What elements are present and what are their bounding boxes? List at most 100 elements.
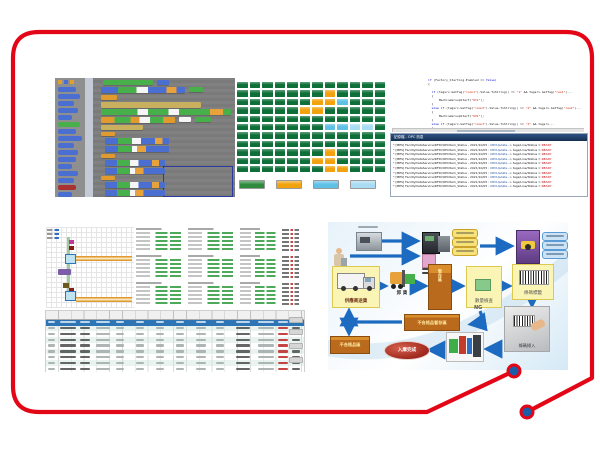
cell-text-smudge (156, 361, 164, 365)
cell-text-smudge (136, 332, 144, 336)
cell-text-smudge (236, 344, 250, 347)
palette-swatch (58, 80, 62, 84)
code-block (105, 182, 165, 188)
code-token: )... (574, 106, 582, 110)
palette-block (58, 115, 72, 120)
status-cell (249, 140, 260, 148)
metric-row (188, 285, 234, 289)
code-token: ).Value.ToString() == (485, 106, 526, 110)
metric-row (188, 297, 234, 301)
cell-text-smudge (196, 367, 206, 370)
cell-text-smudge (48, 361, 55, 365)
staging-rack: 暫存區 (428, 264, 452, 310)
cell-text-smudge (136, 350, 144, 353)
log-token: OPCUpdate (490, 165, 508, 170)
code-block (101, 125, 143, 130)
cell-text-smudge (116, 350, 124, 353)
code-block (105, 168, 165, 174)
metric-row (282, 290, 300, 293)
cell-text-smudge (176, 350, 184, 353)
log-token: [MES] FacilityDataService/RFID/OPCItem_S… (395, 147, 491, 152)
status-cell (249, 123, 260, 131)
status-cell (237, 82, 248, 89)
machine-node-icon (65, 254, 76, 264)
log-line: * [MES] FacilityDataService/RFID/OPCItem… (393, 184, 552, 189)
cell-text-smudge (278, 344, 288, 347)
data-table (45, 310, 305, 372)
status-cell (312, 140, 323, 148)
cell-text-smudge (136, 361, 144, 365)
legend-chip (350, 180, 376, 189)
log-token: READY (541, 147, 552, 152)
screenshot-status-grid (237, 82, 387, 192)
cell-text-smudge (96, 321, 110, 324)
metric-panel (134, 281, 184, 307)
cell-text-smudge (236, 332, 250, 336)
cell-text-smudge (116, 344, 124, 347)
log-token: [MES] FacilityDataService/RFID/OPCItem_S… (395, 175, 491, 180)
cell-text-smudge (136, 338, 144, 341)
cell-text-smudge (116, 367, 124, 370)
code-block (105, 190, 165, 196)
cell-text-smudge (216, 321, 224, 324)
cell-text-smudge (96, 344, 110, 347)
status-cell (287, 90, 298, 97)
metric-row (282, 275, 300, 278)
log-token: [MES] FacilityDataService/RFID/OPCItem_S… (395, 170, 491, 175)
cell-text-smudge (258, 356, 274, 359)
log-token: [MES] FacilityDataService/RFID/OPCItem_S… (395, 161, 491, 166)
status-cell (362, 107, 373, 114)
horizontal-scrollbar (392, 128, 584, 132)
status-cell (324, 90, 335, 97)
metric-row (282, 298, 300, 301)
status-cell (349, 140, 360, 148)
status-cell (287, 157, 298, 164)
cell-text-smudge (258, 367, 274, 370)
metric-row (282, 248, 300, 251)
status-cell (324, 107, 335, 114)
cell-text-smudge (196, 356, 206, 359)
status-cell (349, 115, 360, 122)
status-cell (249, 132, 260, 139)
status-legend (239, 180, 387, 189)
screenshot-log-window: 記錄檔 - OPC 訊息 * [MES] FacilityDataService… (390, 133, 588, 197)
palette-divider (85, 78, 93, 197)
metric-row (240, 239, 276, 243)
screenshot-block-editor (55, 78, 235, 197)
status-cell (274, 107, 285, 114)
process-step-chip (452, 238, 478, 247)
metric-row (188, 262, 234, 266)
metric-row (240, 247, 276, 251)
metric-panel-header (136, 228, 182, 231)
code-token: ).Value.ToString() == (476, 90, 517, 94)
screenshot-production-monitor (45, 225, 305, 372)
status-cell (312, 132, 323, 139)
metric-panel (238, 254, 278, 280)
metric-panels (134, 227, 304, 308)
printer-machine-image (356, 232, 382, 251)
selection-box (163, 166, 233, 197)
status-cell (374, 157, 385, 164)
status-cell (324, 132, 335, 139)
status-cell (324, 98, 335, 106)
cell-text-smudge (258, 338, 274, 341)
barcode-label-step: 條碼標籤 (512, 264, 554, 300)
block-palette (55, 78, 86, 197)
metric-row (282, 286, 300, 289)
code-block (101, 132, 115, 136)
conveyor-bar (76, 297, 132, 302)
cell-text-smudge (156, 321, 164, 324)
metric-row (136, 270, 182, 274)
cell-text-smudge (278, 361, 288, 365)
side-button (289, 357, 303, 363)
cell-text-smudge (156, 350, 164, 353)
status-cell (362, 82, 373, 89)
code-block (101, 102, 201, 108)
cell-text-smudge (176, 332, 184, 336)
status-cell (324, 165, 335, 173)
log-token: -> tags/Line/Status = (507, 179, 542, 184)
status-cell (337, 132, 348, 139)
metric-row (136, 289, 182, 293)
status-cell (262, 107, 273, 114)
metric-row (282, 236, 300, 239)
